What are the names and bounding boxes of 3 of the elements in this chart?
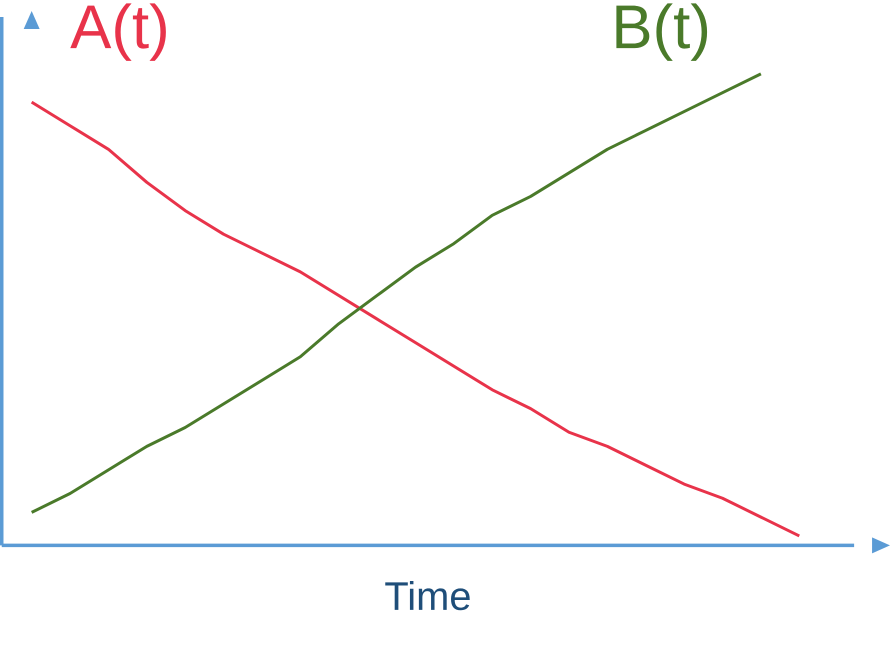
series-label: A(t) — [70, 3, 166, 61]
x-axis-title: Time — [385, 580, 470, 610]
series-label: B(t) — [616, 3, 708, 61]
